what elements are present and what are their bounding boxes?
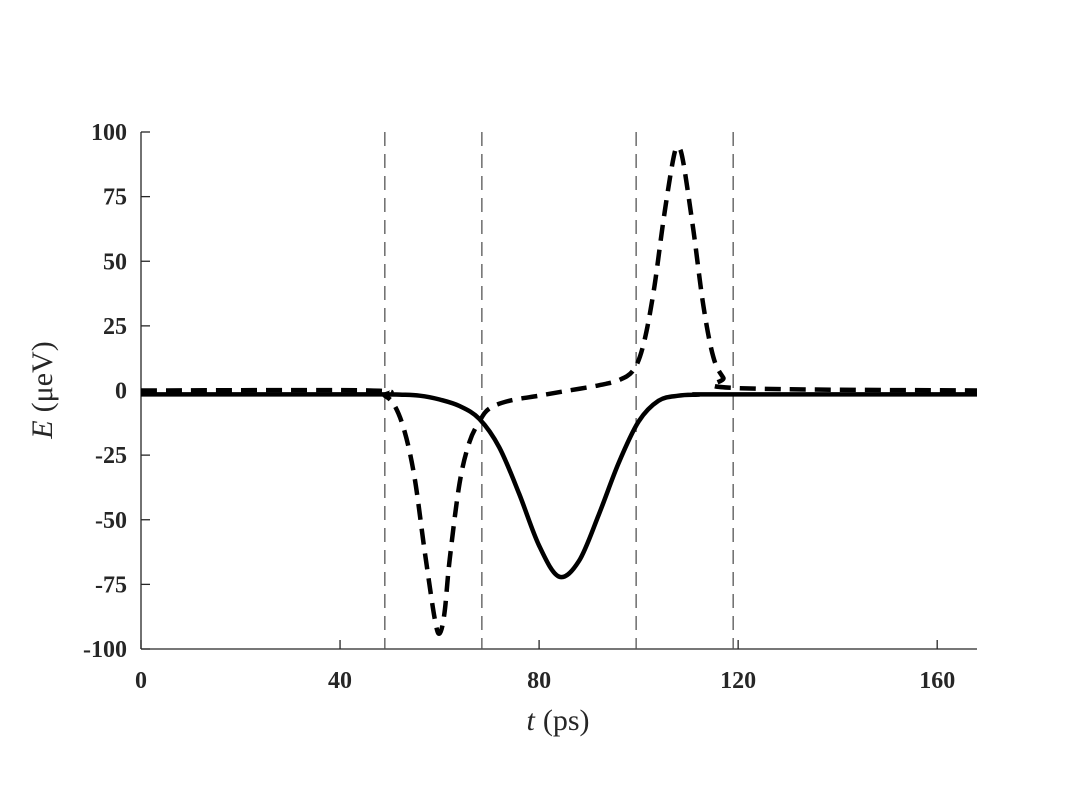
x-tick-label: 40 xyxy=(328,668,352,694)
y-tick-label: 75 xyxy=(103,185,127,211)
vertical-reference-lines xyxy=(384,132,734,649)
axes: -100 -75 -50 -25 0 25 50 75 100 0 40 80 120 160 xyxy=(83,120,977,694)
x-axis-label: t (ps) xyxy=(527,704,590,737)
dashed-series-line xyxy=(140,144,978,636)
y-tick-label: -50 xyxy=(95,508,127,534)
x-axis-unit: (ps) xyxy=(543,704,590,737)
y-tick-label: 25 xyxy=(103,314,127,340)
y-tick-label: -100 xyxy=(83,637,127,663)
series-group xyxy=(140,144,978,636)
axis-labels: t (ps) E (μeV) xyxy=(26,341,590,737)
y-tick-label: 100 xyxy=(91,120,127,146)
x-tick-label: 160 xyxy=(919,668,955,694)
solid-series-line xyxy=(141,392,978,580)
x-tick-label: 120 xyxy=(720,668,756,694)
y-tick-label: -25 xyxy=(95,443,127,469)
x-axis-variable: t xyxy=(527,704,536,737)
y-tick-label: -75 xyxy=(95,572,127,598)
y-tick-label: 50 xyxy=(103,249,127,275)
x-tick-label: 0 xyxy=(135,668,147,694)
x-tick-label: 80 xyxy=(527,668,551,694)
y-axis-variable: E xyxy=(26,420,59,439)
y-axis-label: E (μeV) xyxy=(26,341,59,439)
y-axis-unit: (μeV) xyxy=(26,341,59,412)
y-tick-label: 0 xyxy=(115,379,127,405)
